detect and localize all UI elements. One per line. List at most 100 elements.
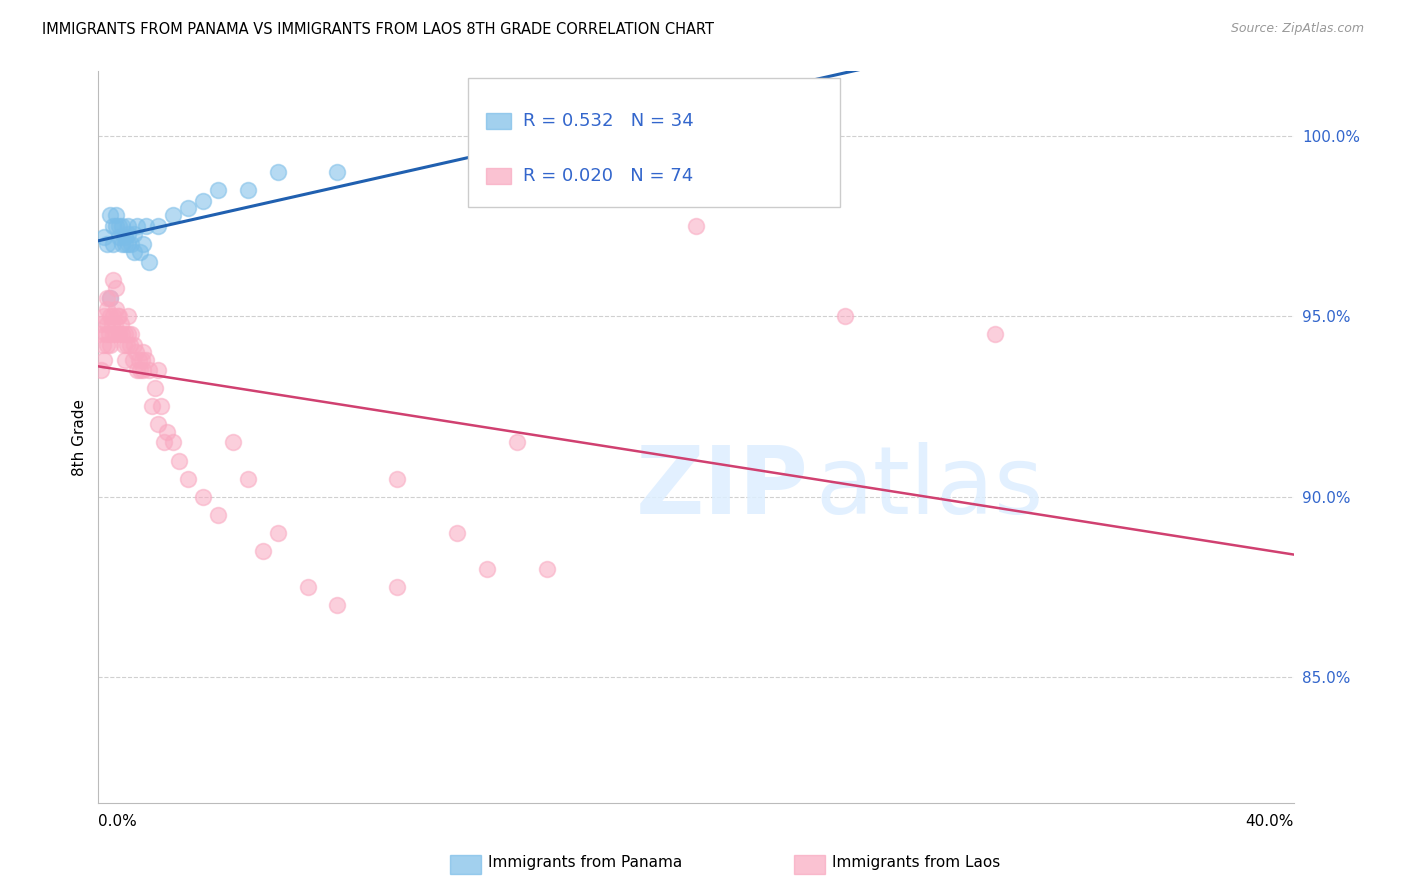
Point <box>685 219 707 234</box>
Point <box>101 317 124 331</box>
Point <box>111 219 134 234</box>
Point <box>97 327 120 342</box>
Point <box>121 352 143 367</box>
Point <box>89 327 111 342</box>
Point <box>148 219 170 234</box>
Point <box>236 471 259 485</box>
Point <box>98 291 122 305</box>
Point <box>191 490 214 504</box>
Point <box>94 327 117 342</box>
Text: Immigrants from Panama: Immigrants from Panama <box>488 855 682 870</box>
Point <box>446 525 468 540</box>
Text: Immigrants from Laos: Immigrants from Laos <box>832 855 1001 870</box>
Point <box>105 219 128 234</box>
Point <box>103 310 125 324</box>
Point <box>104 317 127 331</box>
Point <box>114 352 136 367</box>
Point <box>98 338 122 352</box>
Point <box>114 230 136 244</box>
Point <box>93 230 115 244</box>
Point <box>117 310 139 324</box>
Point <box>98 209 122 223</box>
Point <box>127 363 149 377</box>
Text: Source: ZipAtlas.com: Source: ZipAtlas.com <box>1230 22 1364 36</box>
Point <box>105 209 128 223</box>
Point <box>135 352 157 367</box>
Point <box>167 453 190 467</box>
Point <box>148 363 170 377</box>
Point <box>96 302 118 317</box>
Point <box>148 417 170 432</box>
Text: R = 0.020   N = 74: R = 0.020 N = 74 <box>523 168 693 186</box>
Point <box>207 508 229 522</box>
Point <box>105 327 128 342</box>
Point <box>475 561 498 575</box>
Point <box>150 400 173 414</box>
Point <box>120 237 142 252</box>
Point <box>156 425 179 439</box>
Point <box>96 338 118 352</box>
Point <box>117 237 139 252</box>
Point <box>115 338 138 352</box>
Point <box>153 435 176 450</box>
Text: 0.0%: 0.0% <box>98 814 138 829</box>
Point <box>252 543 274 558</box>
Point <box>685 122 707 136</box>
Point <box>103 237 125 252</box>
Point <box>110 317 132 331</box>
Point <box>125 345 148 359</box>
Point <box>162 435 184 450</box>
Point <box>297 580 319 594</box>
Point <box>138 255 160 269</box>
Point <box>90 317 112 331</box>
Point <box>103 273 125 287</box>
Point <box>105 280 128 294</box>
Point <box>120 327 142 342</box>
Point <box>222 435 245 450</box>
Point <box>983 327 1005 342</box>
Point <box>96 291 118 305</box>
Point <box>98 291 122 305</box>
Point <box>132 237 155 252</box>
Text: atlas: atlas <box>815 442 1043 534</box>
Point <box>506 435 529 450</box>
Text: IMMIGRANTS FROM PANAMA VS IMMIGRANTS FROM LAOS 8TH GRADE CORRELATION CHART: IMMIGRANTS FROM PANAMA VS IMMIGRANTS FRO… <box>42 22 714 37</box>
Point <box>162 209 184 223</box>
Point <box>236 183 259 197</box>
Text: ZIP: ZIP <box>636 442 808 534</box>
Point <box>128 352 150 367</box>
Point <box>129 363 152 377</box>
Point <box>177 201 200 215</box>
Point <box>177 471 200 485</box>
Point <box>108 310 131 324</box>
Point <box>129 244 152 259</box>
Point <box>117 327 139 342</box>
Point <box>103 219 125 234</box>
Point <box>112 338 135 352</box>
Point <box>326 165 349 179</box>
Point <box>90 363 112 377</box>
Point <box>117 227 139 241</box>
Point <box>111 237 134 252</box>
Y-axis label: 8th Grade: 8th Grade <box>72 399 87 475</box>
Point <box>124 338 146 352</box>
Point <box>267 525 290 540</box>
Text: R = 0.532   N = 34: R = 0.532 N = 34 <box>523 112 693 130</box>
Point <box>124 244 146 259</box>
Point <box>326 598 349 612</box>
Point <box>132 345 155 359</box>
Point <box>138 363 160 377</box>
Point <box>91 338 114 352</box>
Point <box>834 310 856 324</box>
Point <box>267 165 290 179</box>
Point <box>131 352 153 367</box>
Point <box>108 219 131 234</box>
Point <box>108 327 131 342</box>
Point <box>118 338 141 352</box>
Point <box>107 310 129 324</box>
Point <box>93 310 115 324</box>
Point <box>96 317 118 331</box>
Point <box>105 302 128 317</box>
Point <box>103 327 125 342</box>
Point <box>114 327 136 342</box>
